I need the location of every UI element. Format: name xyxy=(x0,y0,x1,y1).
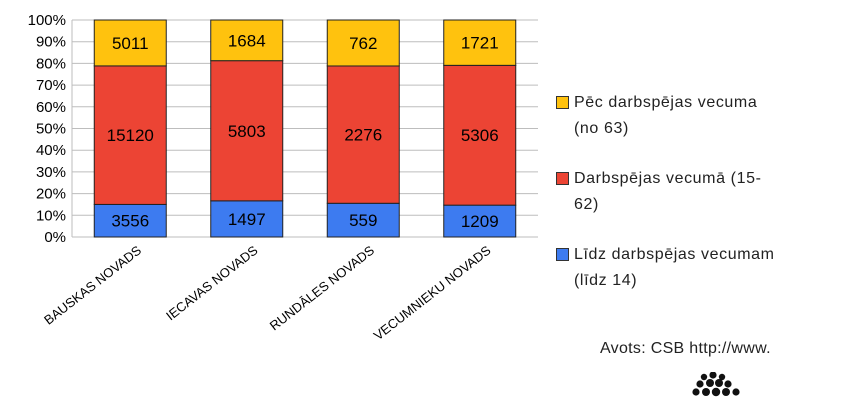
y-tick-label: 30% xyxy=(36,164,66,181)
bar-segment xyxy=(326,65,400,204)
y-tick-label: 70% xyxy=(36,77,66,94)
logo-dot xyxy=(700,373,708,381)
y-tick-label: 90% xyxy=(36,34,66,51)
stacked-bar-chart: 0% 10% 20% 30% 40% 50% 60% 70% 80% 90% 100% 3556 15… xyxy=(28,12,538,343)
logo-dot xyxy=(711,387,721,397)
bar-segment xyxy=(93,65,167,205)
data-label: 559 xyxy=(349,211,377,230)
bar-segment xyxy=(210,19,284,62)
logo-dot xyxy=(702,388,710,396)
logo-dot xyxy=(696,380,704,388)
legend-label-after-working-age-line2: (no 63) xyxy=(574,120,629,137)
logo-dot xyxy=(709,372,717,379)
bars xyxy=(93,19,517,238)
bar-segment xyxy=(93,19,167,67)
x-tick-label: RUNDĀLES NOVADS xyxy=(267,242,378,333)
logo-dot xyxy=(715,379,723,387)
bar-segment xyxy=(326,19,400,67)
legend-label-working-age-line2: 62) xyxy=(574,196,599,213)
legend-item-below-working-age: Līdz darbspējas vecumam (līdz 14) xyxy=(556,242,841,294)
data-label: 1209 xyxy=(461,212,499,231)
x-tick-label: IECAVAS NOVADS xyxy=(163,242,261,323)
data-label: 5306 xyxy=(461,126,499,145)
source-note: Avots: CSB http://www. xyxy=(600,340,771,357)
legend-swatch-after-working-age xyxy=(556,96,569,109)
logo-dot xyxy=(692,388,700,396)
y-tick-label: 20% xyxy=(36,186,66,203)
data-label: 15120 xyxy=(107,126,154,145)
bar-segment xyxy=(443,19,517,66)
logo-dot xyxy=(722,388,730,396)
data-labels: 3556 15120 5011 1497 5803 1684 559 2276 762 1209 5… xyxy=(107,31,499,231)
csb-logo xyxy=(692,372,740,397)
data-label: 762 xyxy=(349,34,377,53)
logo-dot xyxy=(718,373,726,381)
data-label: 1721 xyxy=(461,34,499,53)
legend-swatch-working-age xyxy=(556,172,569,185)
y-tick-label: 50% xyxy=(36,121,66,138)
bar-segment xyxy=(326,202,400,238)
y-tick-label: 0% xyxy=(44,229,66,246)
logo-dot xyxy=(732,388,740,396)
legend-label-after-working-age-line1: Pēc darbspējas vecuma xyxy=(574,94,758,111)
data-label: 2276 xyxy=(344,126,382,145)
legend-swatch-below-working-age xyxy=(556,248,569,261)
y-axis-tick-labels: 0% 10% 20% 30% 40% 50% 60% 70% 80% 90% 100% xyxy=(28,12,66,246)
legend: Pēc darbspējas vecuma (no 63) Darbspējas… xyxy=(556,90,841,318)
data-label: 1497 xyxy=(228,210,266,229)
legend-item-working-age: Darbspējas vecumā (15- 62) xyxy=(556,166,841,218)
bar-segment xyxy=(93,203,167,238)
x-tick-label: VECUMNIEKU NOVADS xyxy=(371,242,494,343)
data-label: 5011 xyxy=(112,34,149,53)
legend-label-below-working-age-line2: (līdz 14) xyxy=(574,272,638,289)
legend-label-below-working-age-line1: Līdz darbspējas vecumam xyxy=(574,246,775,263)
y-tick-label: 80% xyxy=(36,55,66,72)
y-tick-label: 40% xyxy=(36,142,66,159)
x-tick-label: BAUSKAS NOVADS xyxy=(41,242,144,327)
y-tick-label: 100% xyxy=(28,12,66,29)
data-label: 1684 xyxy=(228,31,266,50)
data-label: 5803 xyxy=(228,122,266,141)
legend-label-working-age-line1: Darbspējas vecumā (15- xyxy=(574,170,762,187)
y-tick-label: 60% xyxy=(36,99,66,116)
bar-segment xyxy=(210,60,284,202)
y-tick-label: 10% xyxy=(36,207,66,224)
x-axis-tick-labels: BAUSKAS NOVADS IECAVAS NOVADS RUNDĀLES NOV… xyxy=(41,242,494,343)
bar-segment xyxy=(443,64,517,206)
logo-dot xyxy=(724,380,732,388)
logo-dot xyxy=(706,379,714,387)
legend-item-after-working-age: Pēc darbspējas vecuma (no 63) xyxy=(556,90,841,142)
data-label: 3556 xyxy=(111,212,149,231)
bar-segment xyxy=(443,204,517,238)
